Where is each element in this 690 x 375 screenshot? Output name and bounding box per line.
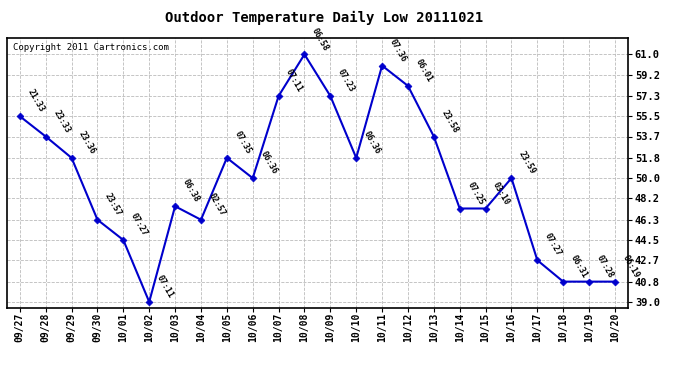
Text: 07:36: 07:36 (388, 37, 408, 63)
Text: 21:33: 21:33 (26, 88, 46, 114)
Text: 06:19: 06:19 (620, 253, 641, 279)
Text: 23:59: 23:59 (517, 150, 538, 176)
Text: 07:25: 07:25 (465, 180, 486, 206)
Text: 06:38: 06:38 (181, 178, 201, 204)
Text: 23:58: 23:58 (440, 108, 460, 134)
Text: 07:27: 07:27 (543, 232, 563, 258)
Text: 07:11: 07:11 (284, 68, 304, 94)
Text: 07:23: 07:23 (336, 68, 356, 94)
Text: 03:10: 03:10 (491, 180, 511, 206)
Text: 06:01: 06:01 (413, 57, 434, 84)
Text: Outdoor Temperature Daily Low 20111021: Outdoor Temperature Daily Low 20111021 (165, 11, 484, 26)
Text: 07:28: 07:28 (595, 253, 615, 279)
Text: 07:35: 07:35 (233, 129, 253, 156)
Text: 06:31: 06:31 (569, 253, 589, 279)
Text: 23:57: 23:57 (103, 191, 124, 217)
Text: Copyright 2011 Cartronics.com: Copyright 2011 Cartronics.com (13, 43, 169, 52)
Text: 06:58: 06:58 (310, 26, 331, 52)
Text: 07:11: 07:11 (155, 273, 175, 300)
Text: 07:27: 07:27 (129, 211, 149, 238)
Text: 06:36: 06:36 (362, 129, 382, 156)
Text: 06:36: 06:36 (258, 150, 279, 176)
Text: 23:33: 23:33 (51, 108, 72, 134)
Text: 02:57: 02:57 (206, 191, 227, 217)
Text: 23:36: 23:36 (77, 129, 97, 156)
